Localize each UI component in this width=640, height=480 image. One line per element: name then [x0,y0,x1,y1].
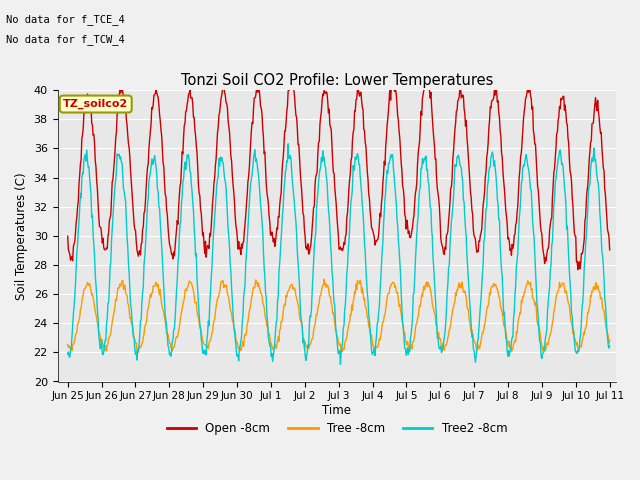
X-axis label: Time: Time [323,404,351,417]
Text: No data for f_TCE_4: No data for f_TCE_4 [6,14,125,25]
Y-axis label: Soil Temperatures (C): Soil Temperatures (C) [15,172,28,300]
Legend: Open -8cm, Tree -8cm, Tree2 -8cm: Open -8cm, Tree -8cm, Tree2 -8cm [162,417,512,440]
Text: No data for f_TCW_4: No data for f_TCW_4 [6,34,125,45]
Title: Tonzi Soil CO2 Profile: Lower Temperatures: Tonzi Soil CO2 Profile: Lower Temperatur… [181,72,493,87]
Text: TZ_soilco2: TZ_soilco2 [63,99,129,109]
